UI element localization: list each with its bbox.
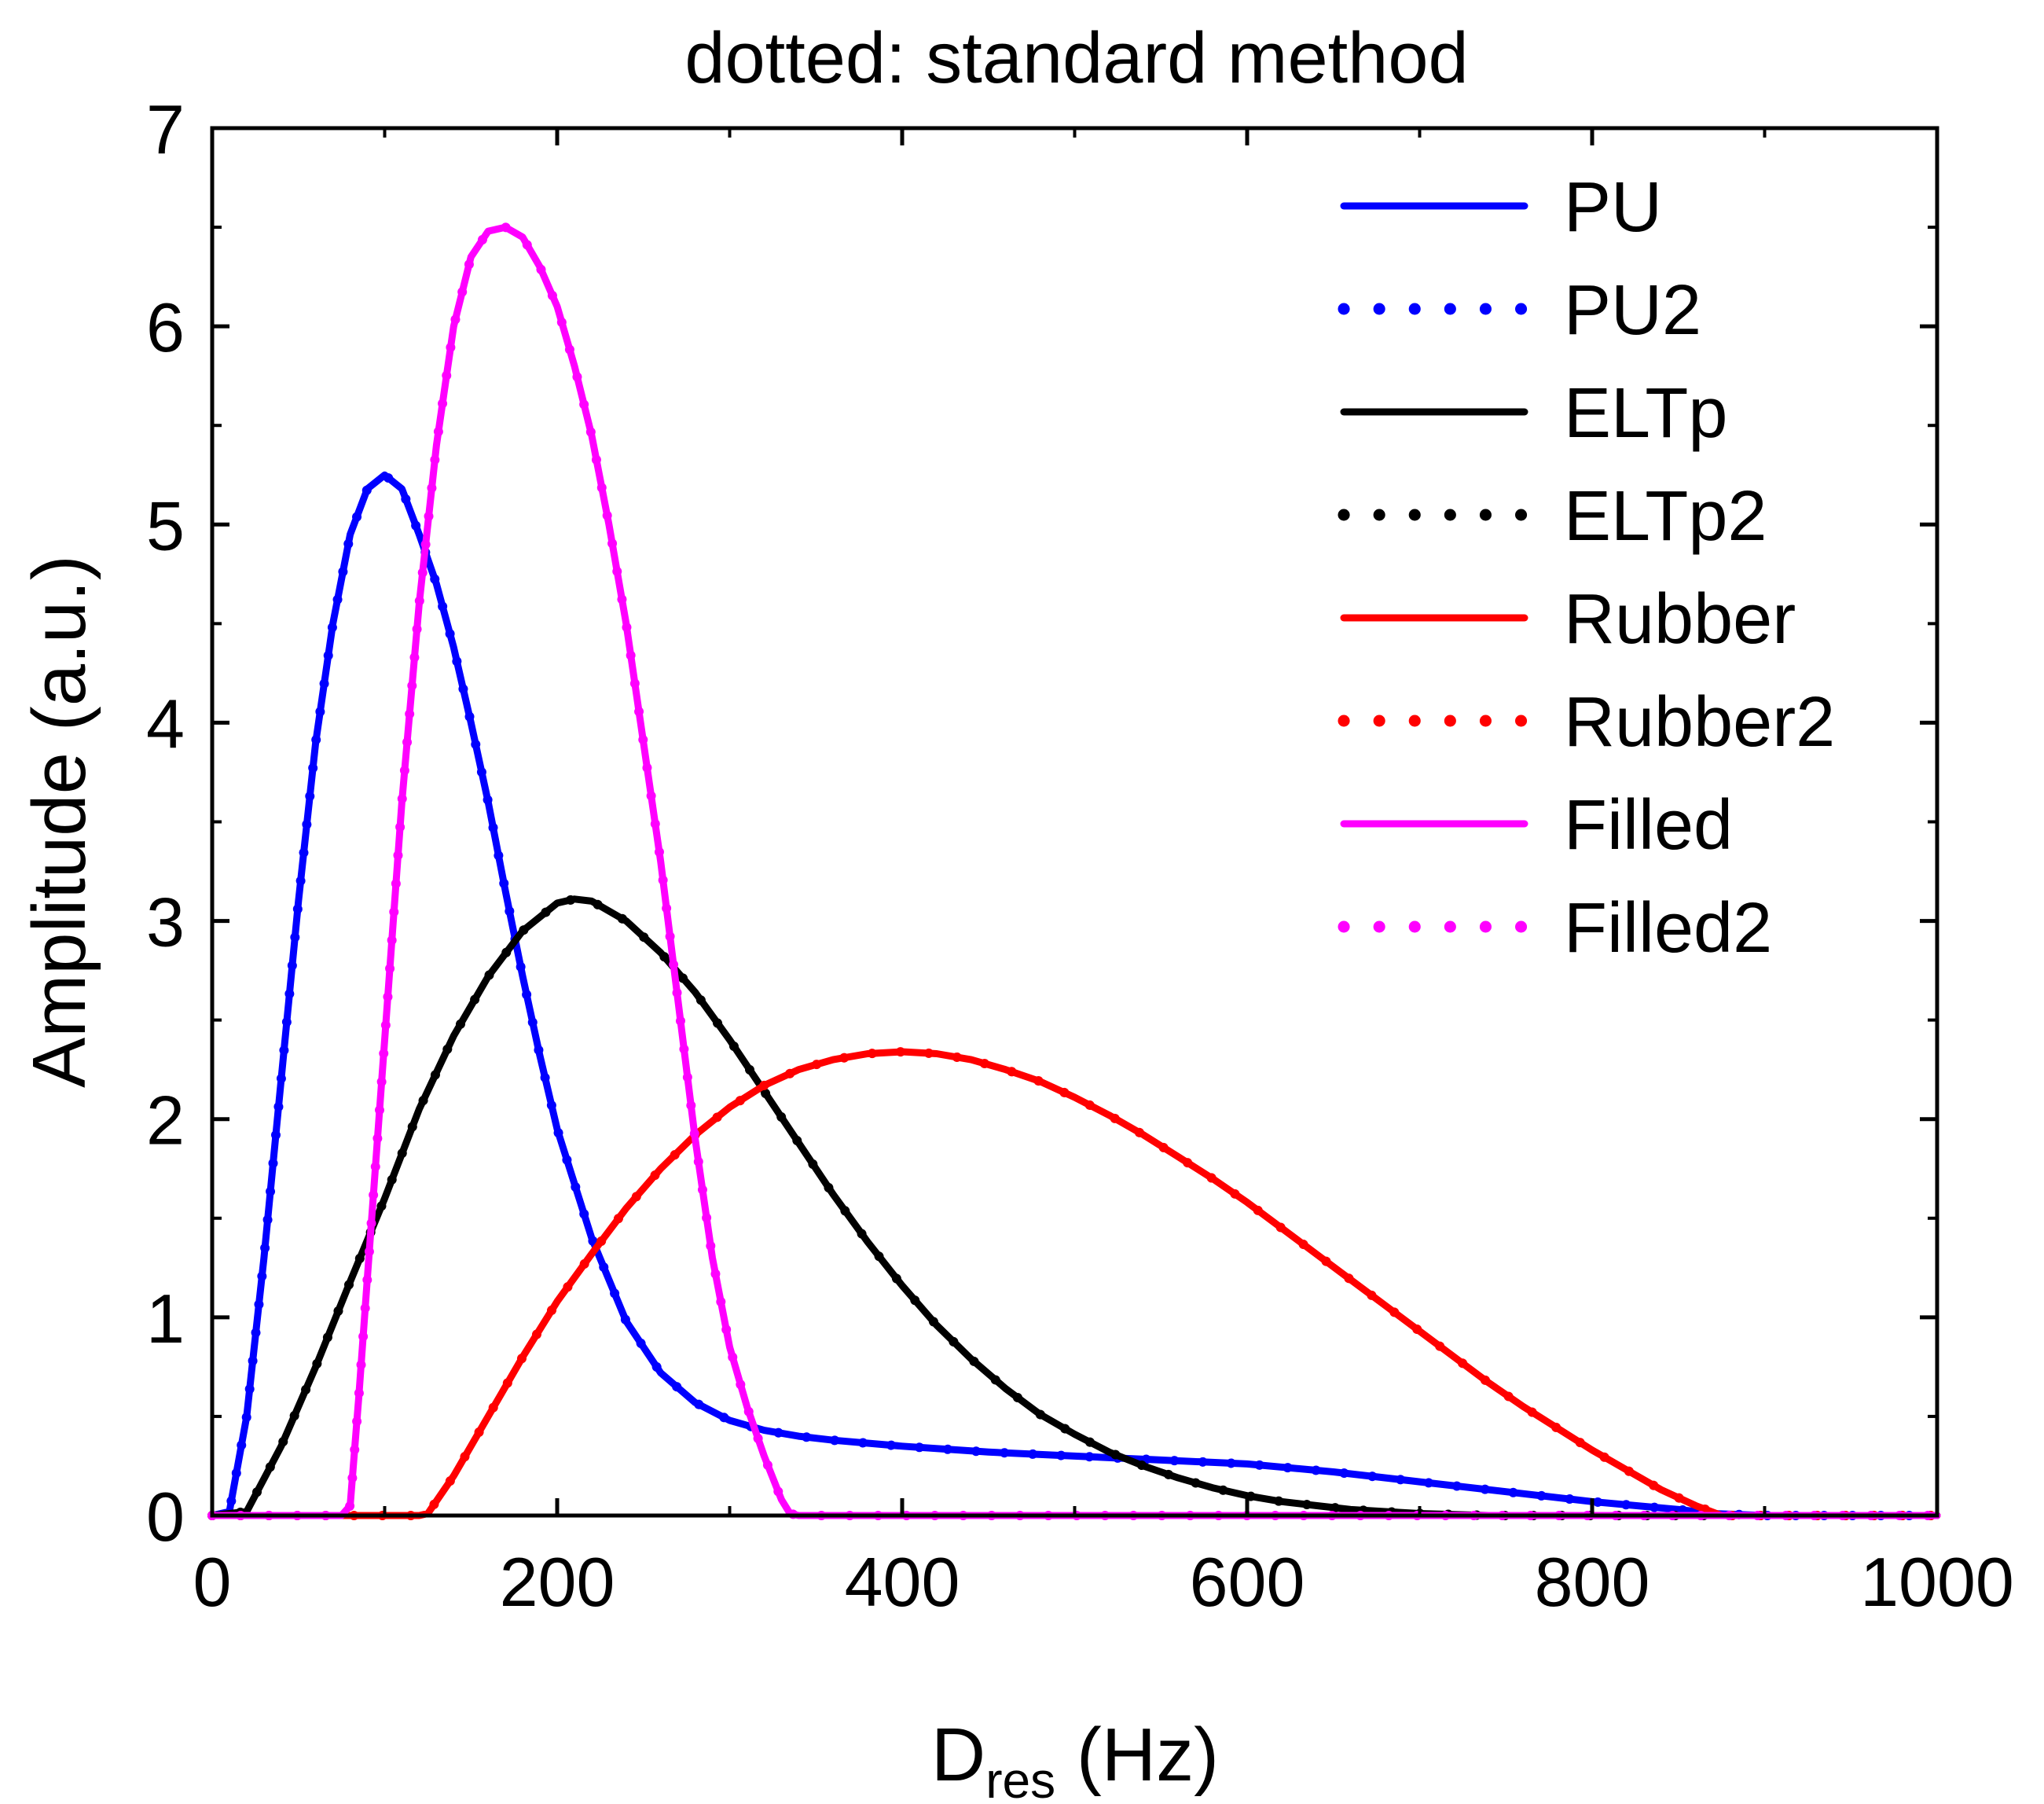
x-tick-label: 800 xyxy=(1535,1543,1650,1621)
y-tick-label: 5 xyxy=(146,487,185,564)
legend: PU PU2 ELTp ELTp2 Rubber Rubber2 Filled Filled2 xyxy=(1338,168,1835,968)
plot-area xyxy=(207,222,1942,1520)
y-tick-label: 1 xyxy=(146,1280,185,1358)
y-tick-label: 0 xyxy=(146,1478,185,1556)
x-tick-label: 200 xyxy=(500,1543,615,1621)
legend-label-rubber: Rubber xyxy=(1564,580,1796,659)
legend-label-filled: Filled xyxy=(1564,786,1733,865)
y-tick-label: 2 xyxy=(146,1082,185,1159)
x-axis-label: Dres (Hz) xyxy=(931,1713,1219,1804)
legend-label-eltp: ELTp xyxy=(1564,374,1727,453)
x-tick-label: 1000 xyxy=(1860,1543,2014,1621)
axes: 0 200 400 600 800 1000 0 1 2 3 4 5 6 7 xyxy=(146,90,2014,1621)
series-line-eltp2 xyxy=(207,894,1942,1520)
y-tick-label: 7 xyxy=(146,90,185,168)
chart-title: dotted: standard method xyxy=(684,18,1468,98)
x-axis-label-sub: res xyxy=(985,1752,1055,1804)
x-tick-label: 0 xyxy=(193,1543,232,1621)
y-tick-label: 3 xyxy=(146,884,185,961)
series-line-rubber2 xyxy=(207,1047,1942,1520)
x-tick-label: 600 xyxy=(1190,1543,1305,1621)
y-axis-label: Amplitude (a.u.) xyxy=(17,555,101,1088)
legend-label-filled2: Filled2 xyxy=(1564,889,1772,968)
series-line-filled2 xyxy=(207,222,1942,1520)
x-axis-label-unit: (Hz) xyxy=(1055,1713,1219,1797)
x-axis-label-main: D xyxy=(931,1713,985,1797)
series-line-rubber xyxy=(208,1048,1941,1519)
series-line-eltp xyxy=(208,895,1941,1519)
x-tick-label: 400 xyxy=(845,1543,960,1621)
y-tick-label: 4 xyxy=(146,685,185,762)
legend-label-rubber2: Rubber2 xyxy=(1564,683,1835,762)
legend-label-pu2: PU2 xyxy=(1564,271,1701,350)
legend-label-eltp2: ELTp2 xyxy=(1564,477,1767,556)
series-line-pu2 xyxy=(207,470,1942,1520)
legend-label-pu: PU xyxy=(1564,168,1662,247)
y-tick-label: 6 xyxy=(146,288,185,366)
